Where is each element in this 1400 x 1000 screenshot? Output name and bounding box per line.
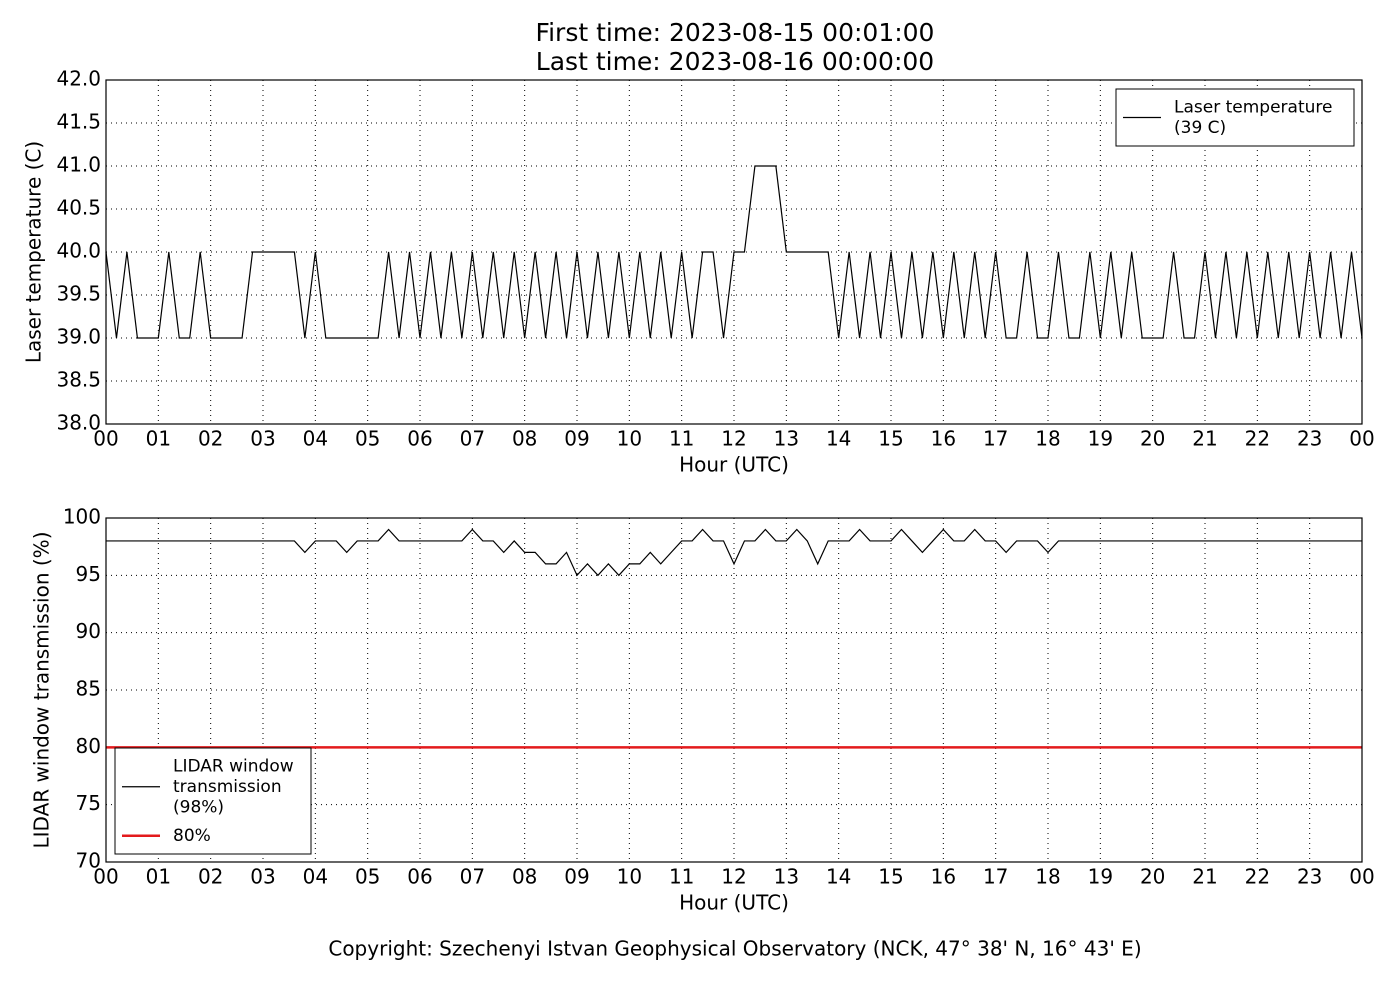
x-tick-label: 09 bbox=[564, 865, 589, 889]
y-tick-label: 40.0 bbox=[56, 239, 101, 263]
x-tick-label: 00 bbox=[93, 865, 118, 889]
x-tick-label: 09 bbox=[564, 427, 589, 451]
x-tick-label: 19 bbox=[1088, 427, 1113, 451]
y-axis-label: LIDAR window transmission (%) bbox=[30, 532, 54, 849]
axes-frame bbox=[105, 79, 1363, 425]
y-tick-label: 90 bbox=[76, 619, 101, 643]
x-tick-label: 08 bbox=[512, 865, 537, 889]
x-tick-label: 12 bbox=[721, 865, 746, 889]
x-tick-label: 20 bbox=[1140, 427, 1165, 451]
chart-title: First time: 2023-08-15 00:01:00 bbox=[536, 18, 935, 47]
x-tick-label: 02 bbox=[198, 865, 223, 889]
legend-label: transmission bbox=[173, 777, 282, 797]
x-tick-label: 11 bbox=[669, 427, 694, 451]
legend-label: (98%) bbox=[173, 797, 224, 817]
y-tick-label: 75 bbox=[76, 791, 101, 815]
x-tick-label: 23 bbox=[1297, 865, 1322, 889]
x-tick-label: 06 bbox=[407, 427, 432, 451]
x-tick-label: 07 bbox=[460, 865, 485, 889]
y-tick-label: 39.0 bbox=[56, 325, 101, 349]
x-tick-label: 22 bbox=[1245, 865, 1270, 889]
y-tick-label: 39.5 bbox=[56, 282, 101, 306]
x-tick-label: 21 bbox=[1192, 427, 1217, 451]
x-tick-label: 08 bbox=[512, 427, 537, 451]
y-tick-label: 95 bbox=[76, 562, 101, 586]
x-tick-label: 00 bbox=[1349, 427, 1374, 451]
y-tick-label: 42.0 bbox=[56, 67, 101, 91]
x-tick-label: 17 bbox=[983, 865, 1008, 889]
x-tick-label: 10 bbox=[617, 865, 642, 889]
x-tick-label: 04 bbox=[303, 865, 328, 889]
legend-label: LIDAR window bbox=[173, 756, 294, 776]
x-tick-label: 13 bbox=[774, 865, 799, 889]
x-tick-label: 01 bbox=[146, 865, 171, 889]
x-tick-label: 14 bbox=[826, 427, 851, 451]
legend-label: (39 C) bbox=[1174, 118, 1226, 138]
x-tick-label: 11 bbox=[669, 865, 694, 889]
legend-label: Laser temperature bbox=[1174, 97, 1332, 117]
x-tick-label: 00 bbox=[93, 427, 118, 451]
x-tick-label: 15 bbox=[878, 427, 903, 451]
axes-frame bbox=[105, 517, 1363, 863]
x-tick-label: 16 bbox=[931, 427, 956, 451]
x-tick-label: 04 bbox=[303, 427, 328, 451]
x-tick-label: 07 bbox=[460, 427, 485, 451]
y-tick-label: 40.5 bbox=[56, 196, 101, 220]
x-axis-label: Hour (UTC) bbox=[679, 891, 789, 915]
x-tick-label: 18 bbox=[1035, 865, 1060, 889]
x-tick-label: 20 bbox=[1140, 865, 1165, 889]
x-tick-label: 21 bbox=[1192, 865, 1217, 889]
x-tick-label: 17 bbox=[983, 427, 1008, 451]
x-tick-label: 12 bbox=[721, 427, 746, 451]
x-tick-label: 22 bbox=[1245, 427, 1270, 451]
y-tick-label: 70 bbox=[76, 849, 101, 873]
x-tick-label: 19 bbox=[1088, 865, 1113, 889]
x-tick-label: 05 bbox=[355, 427, 380, 451]
x-tick-label: 05 bbox=[355, 865, 380, 889]
y-tick-label: 80 bbox=[76, 734, 101, 758]
x-tick-label: 00 bbox=[1349, 865, 1374, 889]
y-tick-label: 38.0 bbox=[56, 411, 101, 435]
y-axis-label: Laser temperature (C) bbox=[22, 141, 46, 363]
y-tick-label: 38.5 bbox=[56, 368, 101, 392]
x-tick-label: 10 bbox=[617, 427, 642, 451]
x-axis-label: Hour (UTC) bbox=[679, 453, 789, 477]
x-tick-label: 18 bbox=[1035, 427, 1060, 451]
x-tick-label: 13 bbox=[774, 427, 799, 451]
y-tick-label: 41.5 bbox=[56, 110, 101, 134]
legend-label: 80% bbox=[173, 826, 211, 846]
x-tick-label: 03 bbox=[250, 427, 275, 451]
y-tick-label: 100 bbox=[63, 505, 101, 529]
x-tick-label: 16 bbox=[931, 865, 956, 889]
x-tick-label: 01 bbox=[146, 427, 171, 451]
x-tick-label: 02 bbox=[198, 427, 223, 451]
x-tick-label: 03 bbox=[250, 865, 275, 889]
x-tick-label: 23 bbox=[1297, 427, 1322, 451]
y-tick-label: 41.0 bbox=[56, 153, 101, 177]
x-tick-label: 06 bbox=[407, 865, 432, 889]
x-tick-label: 15 bbox=[878, 865, 903, 889]
copyright: Copyright: Szechenyi Istvan Geophysical … bbox=[328, 937, 1141, 961]
data-line bbox=[106, 528, 1362, 577]
data-line bbox=[105, 165, 1363, 339]
x-tick-label: 14 bbox=[826, 865, 851, 889]
y-tick-label: 85 bbox=[76, 677, 101, 701]
chart-subtitle: Last time: 2023-08-16 00:00:00 bbox=[536, 47, 934, 76]
